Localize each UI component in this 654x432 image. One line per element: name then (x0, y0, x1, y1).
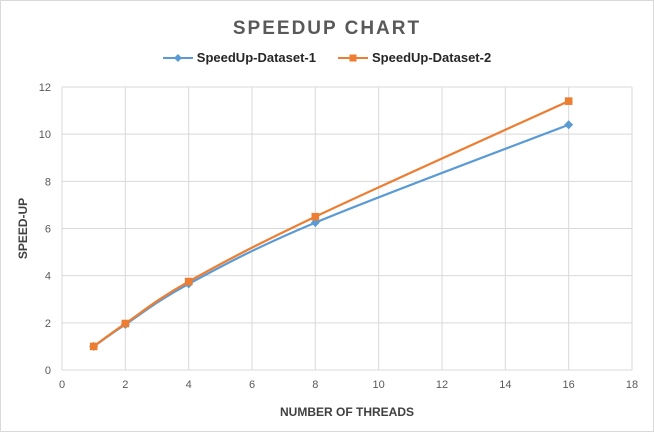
legend-marker-square-icon (338, 54, 368, 61)
x-tick-label: 4 (186, 379, 192, 391)
chart-title: SPEEDUP CHART (232, 18, 422, 39)
y-tick-label: 6 (45, 224, 51, 236)
legend-item-series-1: SpeedUp-Dataset-1 (162, 50, 316, 65)
legend-item-series-2: SpeedUp-Dataset-2 (338, 50, 491, 65)
data-point-series-2 (184, 277, 193, 286)
x-tick-label: 8 (312, 379, 318, 391)
y-tick-label: 2 (45, 318, 51, 330)
y-axis-label: SPEED-UP (16, 198, 30, 259)
legend-marker-diamond-icon (162, 53, 193, 62)
x-tick-label: 14 (499, 379, 511, 391)
x-tick-label: 2 (122, 379, 128, 391)
x-tick-label: 6 (249, 379, 255, 391)
data-point-series-2 (89, 342, 98, 351)
x-tick-label: 12 (436, 379, 448, 391)
data-point-series-2 (311, 212, 320, 221)
series-line-1 (93, 123, 570, 348)
data-point-series-1 (564, 120, 574, 130)
y-tick-label: 4 (45, 271, 51, 283)
y-tick-label: 10 (39, 129, 51, 141)
y-tick-label: 0 (45, 365, 51, 377)
y-tick-label: 12 (39, 82, 51, 94)
x-tick-label: 0 (59, 379, 65, 391)
series-line-2 (93, 100, 570, 348)
y-tick-label: 8 (45, 176, 51, 188)
legend: SpeedUp-Dataset-1 SpeedUp-Dataset-2 (0, 50, 654, 65)
x-tick-label: 10 (373, 379, 385, 391)
x-tick-label: 16 (563, 379, 575, 391)
data-point-series-2 (121, 319, 130, 328)
legend-label-series-2: SpeedUp-Dataset-2 (372, 50, 492, 65)
data-point-series-2 (564, 97, 573, 105)
legend-label-series-1: SpeedUp-Dataset-1 (196, 50, 316, 65)
x-tick-label: 18 (626, 379, 638, 391)
x-axis-label: NUMBER OF THREADS (280, 405, 414, 419)
